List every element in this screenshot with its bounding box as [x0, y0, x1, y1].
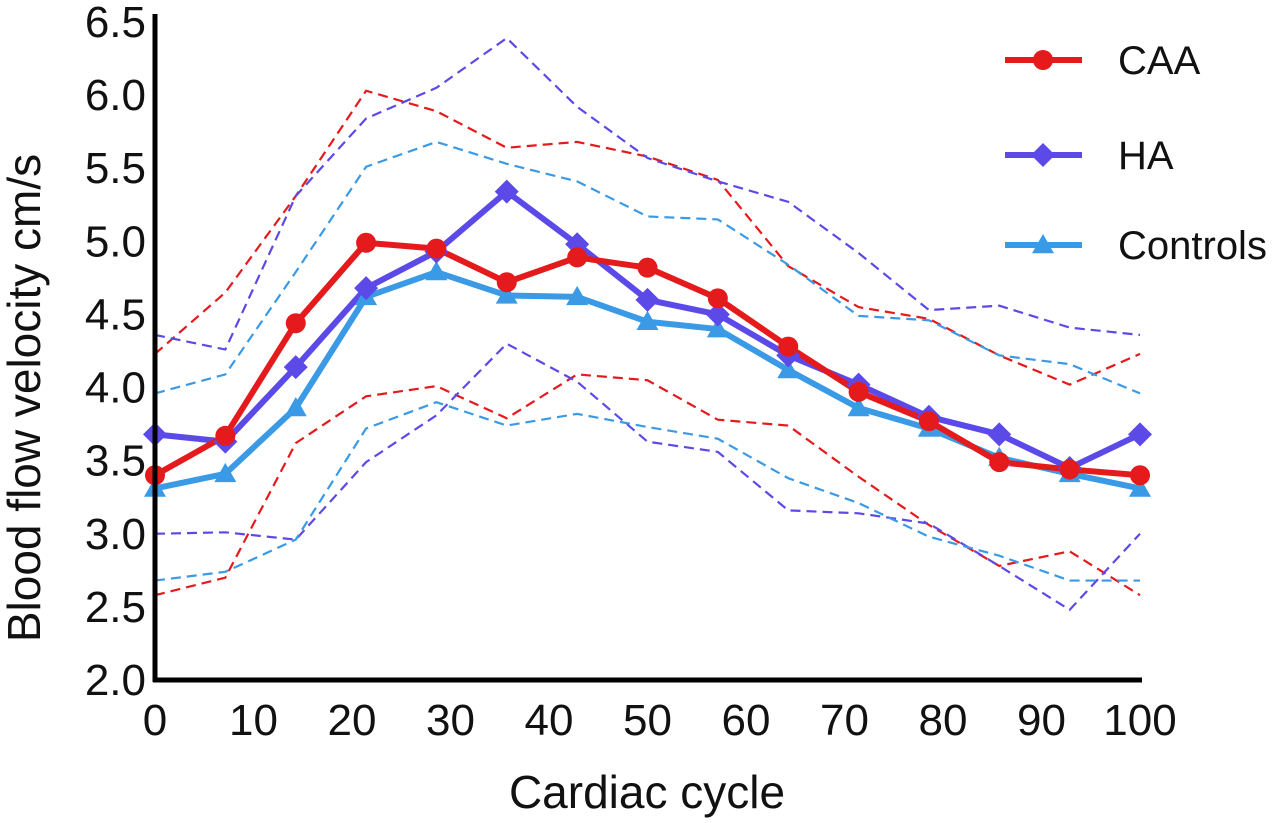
caa-data-point: [426, 238, 447, 259]
caa-data-point: [1130, 465, 1150, 486]
controls-data-point: [777, 359, 800, 379]
y-tick-label: 5.0: [85, 217, 146, 266]
legend-label: Controls: [1118, 224, 1267, 268]
axes: [152, 14, 1142, 683]
confidence-band-lines: [154, 36, 1141, 612]
x-tick-labels: 0 10 20 30 40 50 60 70 80 90 100: [143, 696, 1177, 745]
caa-data-point: [215, 425, 236, 446]
x-tick-label: 90: [1017, 696, 1066, 745]
x-tick-label: 10: [229, 696, 278, 745]
caa-upper-bound-line: [154, 89, 1141, 386]
ha-data-point: [635, 287, 660, 312]
x-tick-label: 70: [820, 696, 869, 745]
y-tick-label: 2.5: [85, 583, 146, 632]
x-tick-label: 20: [328, 696, 377, 745]
caa-data-point: [778, 336, 799, 357]
ha-data-point: [1128, 422, 1152, 447]
y-tick-label: 5.5: [85, 144, 146, 193]
y-tick-label: 6.0: [85, 71, 146, 120]
x-tick-label: 50: [623, 696, 672, 745]
caa-data-point: [285, 313, 306, 334]
y-tick-label: 6.5: [85, 0, 146, 47]
x-tick-label: 60: [722, 696, 771, 745]
x-tick-label: 30: [426, 696, 475, 745]
controls-lower-bound-line: [154, 401, 1140, 582]
ha-data-point: [354, 276, 379, 301]
ha-lower-bound-line: [154, 342, 1141, 612]
controls-data-point: [425, 261, 448, 281]
controls-data-point: [284, 397, 307, 417]
controls-data-point: [1129, 477, 1151, 497]
controls-data-point: [214, 462, 237, 483]
ha-data-point: [283, 355, 308, 380]
x-tick-label: 0: [143, 696, 167, 745]
caa-data-point: [496, 272, 517, 293]
controls-data-point: [847, 397, 870, 417]
y-tick-label: 4.5: [85, 290, 146, 339]
legend-marker: [1033, 50, 1053, 70]
caa-data-point: [637, 257, 658, 278]
x-tick-label: 80: [919, 696, 968, 745]
ha-upper-bound-line: [154, 36, 1141, 351]
controls-data-point: [706, 318, 729, 338]
y-tick-label: 4.0: [85, 364, 146, 413]
controls-data-point: [495, 284, 518, 304]
caa-data-point: [707, 288, 728, 309]
caa-data-point: [1059, 459, 1080, 480]
controls-data-point: [566, 285, 589, 306]
y-axis-title: Blood flow velocity cm/s: [0, 154, 50, 642]
ha-data-point: [987, 422, 1012, 447]
legend-marker: [1031, 143, 1055, 167]
x-tick-label: 100: [1103, 696, 1176, 745]
caa-data-point: [989, 452, 1010, 473]
legend-label: CAA: [1118, 39, 1201, 83]
series-lines: [153, 188, 1142, 492]
controls-data-point: [636, 310, 659, 331]
ha-data-point: [494, 179, 519, 204]
caa-lower-bound-line: [154, 373, 1141, 597]
legend-marker: [1032, 234, 1054, 254]
y-tick-label: 2.0: [85, 656, 146, 705]
y-tick-labels: 2.0 2.5 3.0 3.5 4.0 4.5 5.0 5.5 6.0 6.5: [85, 0, 146, 705]
x-tick-label: 40: [525, 696, 574, 745]
caa-data-point: [918, 411, 939, 432]
x-axis-title: Cardiac cycle: [509, 766, 785, 818]
series-markers: [143, 179, 1152, 497]
legend-item-controls: Controls: [1005, 224, 1267, 268]
legend-item-ha: HA: [1005, 134, 1174, 178]
y-tick-label: 3.5: [85, 437, 146, 486]
caa-data-point: [356, 232, 377, 253]
caa-data-point: [848, 381, 869, 402]
y-tick-label: 3.0: [85, 510, 146, 559]
legend-label: HA: [1118, 134, 1174, 178]
caa-data-point: [567, 247, 588, 268]
legend: CAA HA Controls: [1005, 39, 1267, 268]
legend-item-caa: CAA: [1005, 39, 1201, 83]
ha-data-point: [705, 302, 730, 327]
